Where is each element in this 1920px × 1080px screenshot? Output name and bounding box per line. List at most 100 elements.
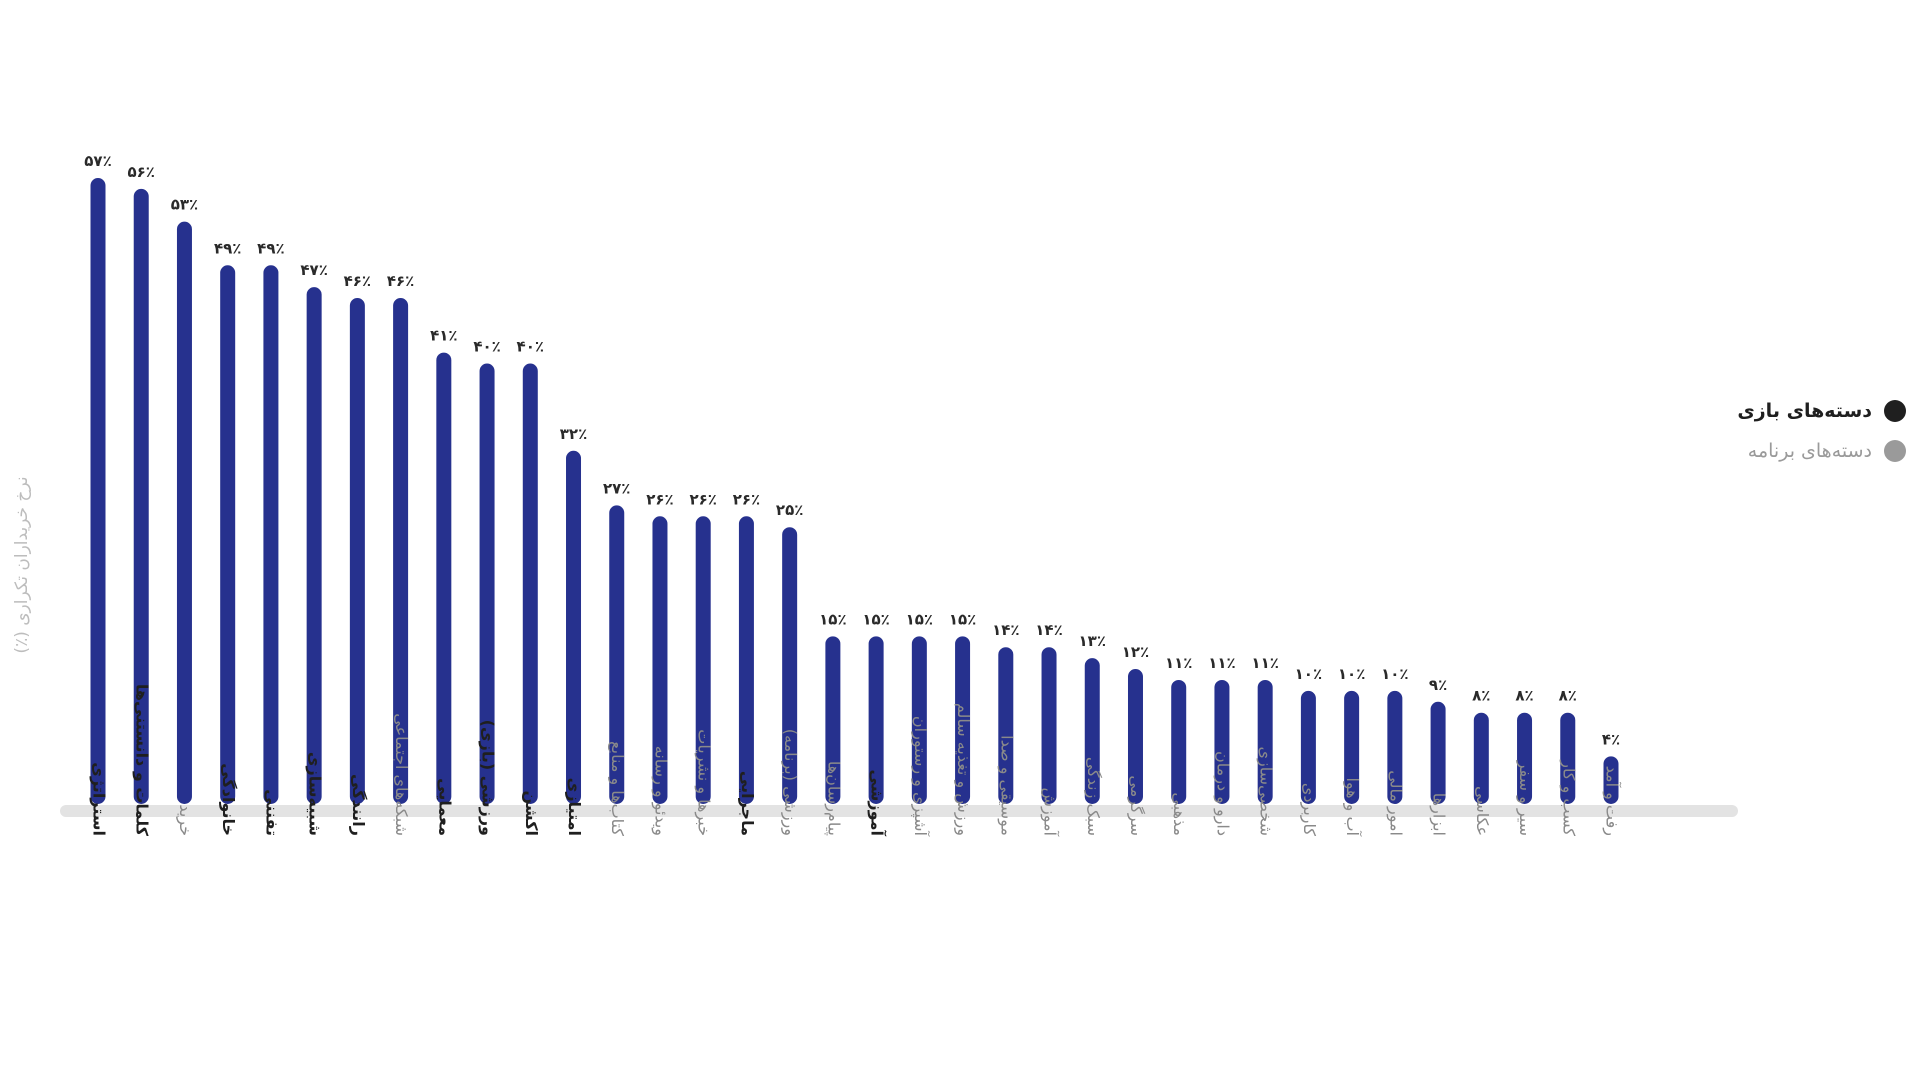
bar-21 bbox=[998, 647, 1014, 804]
category-label-1: کلمات و دانستنی‌ها bbox=[133, 684, 152, 837]
bar-14 bbox=[695, 516, 711, 804]
bar-13 bbox=[652, 516, 668, 804]
bar-33 bbox=[1517, 712, 1533, 804]
bar-value-label-16: ۲۵٪ bbox=[776, 501, 803, 519]
bar-value-label-28: ۱۰٪ bbox=[1295, 665, 1322, 683]
category-label-13: ویدئو و رسانه bbox=[650, 746, 670, 836]
legend: دسته‌های بازی دسته‌های برنامه bbox=[1737, 400, 1906, 480]
bar-value-label-11: ۳۲٪ bbox=[560, 425, 587, 443]
category-label-12: کتاب‌ها و منابع bbox=[607, 741, 627, 836]
bar-32 bbox=[1473, 712, 1489, 804]
legend-item-app: دسته‌های برنامه bbox=[1737, 440, 1906, 462]
category-label-10: اکشن bbox=[522, 791, 541, 836]
category-label-34: کسب و کار bbox=[1558, 759, 1578, 836]
bar-5 bbox=[306, 287, 322, 804]
category-label-6: رانندگی bbox=[349, 774, 368, 836]
category-label-32: عکاسی bbox=[1473, 786, 1492, 836]
bar-value-label-1: ۵۶٪ bbox=[127, 163, 154, 181]
bar-3 bbox=[220, 265, 236, 805]
bar-18 bbox=[868, 636, 884, 804]
bar-16 bbox=[782, 527, 798, 804]
bar-value-label-18: ۱۵٪ bbox=[862, 610, 889, 628]
bar-value-label-6: ۴۶٪ bbox=[344, 272, 371, 290]
bar-value-label-24: ۱۲٪ bbox=[1122, 643, 1149, 661]
category-label-8: معمایی bbox=[435, 778, 454, 836]
category-label-31: ابزارها bbox=[1429, 793, 1449, 836]
bar-10 bbox=[522, 363, 538, 804]
bar-19 bbox=[911, 636, 927, 804]
category-label-21: موسیقی و صدا bbox=[996, 735, 1016, 836]
legend-game-label: دسته‌های بازی bbox=[1737, 400, 1872, 422]
bar-value-label-8: ۴۱٪ bbox=[430, 327, 457, 345]
bar-9 bbox=[479, 363, 495, 804]
category-label-5: شبیه‌سازی bbox=[306, 752, 325, 836]
category-label-7: شبکه‌های اجتماعی bbox=[392, 713, 411, 836]
bar-25 bbox=[1171, 679, 1187, 804]
category-label-28: کاربردی bbox=[1299, 783, 1319, 837]
bar-value-label-22: ۱۴٪ bbox=[1035, 621, 1062, 639]
bar-value-label-25: ۱۱٪ bbox=[1165, 654, 1192, 672]
bar-26 bbox=[1214, 679, 1230, 804]
bar-value-label-7: ۴۶٪ bbox=[387, 272, 414, 290]
bar-value-label-4: ۴۹٪ bbox=[257, 239, 284, 257]
bar-8 bbox=[436, 352, 452, 804]
bar-31 bbox=[1430, 701, 1446, 804]
bar-15 bbox=[738, 516, 754, 804]
category-label-30: امور مالی bbox=[1385, 770, 1405, 836]
category-label-0: استراتژی bbox=[90, 762, 109, 836]
category-label-29: آب و هوا bbox=[1342, 777, 1362, 837]
bar-value-label-5: ۴۷٪ bbox=[300, 261, 327, 279]
category-label-2: خرید bbox=[175, 804, 195, 836]
bar-value-label-12: ۲۷٪ bbox=[603, 479, 630, 497]
bar-value-label-0: ۵۷٪ bbox=[84, 152, 111, 170]
bar-35 bbox=[1603, 756, 1619, 804]
category-label-16: ورزشی (برنامه) bbox=[780, 729, 800, 836]
bar-17 bbox=[825, 636, 841, 804]
bar-6 bbox=[349, 298, 365, 804]
bar-7 bbox=[393, 298, 409, 804]
bar-value-label-33: ۸٪ bbox=[1515, 687, 1533, 705]
bar-value-label-20: ۱۵٪ bbox=[949, 610, 976, 628]
category-label-3: خانوادگی bbox=[219, 763, 238, 836]
category-label-19: آشپزی و رستوران bbox=[910, 716, 930, 838]
bar-28 bbox=[1300, 690, 1316, 804]
bar-value-label-14: ۲۶٪ bbox=[689, 490, 716, 508]
bar-20 bbox=[955, 636, 971, 804]
bar-value-label-29: ۱۰٪ bbox=[1338, 665, 1365, 683]
bar-value-label-30: ۱۰٪ bbox=[1381, 665, 1408, 683]
bar-value-label-26: ۱۱٪ bbox=[1208, 654, 1235, 672]
bar-1 bbox=[133, 188, 149, 804]
x-axis-baseline bbox=[60, 805, 1738, 817]
category-label-15: ماجرایی bbox=[738, 771, 757, 836]
bar-2 bbox=[176, 221, 192, 805]
bar-27 bbox=[1257, 679, 1273, 804]
category-label-9: ورزشی (بازی) bbox=[479, 720, 498, 836]
legend-item-game: دسته‌های بازی bbox=[1737, 400, 1906, 422]
legend-app-label: دسته‌های برنامه bbox=[1747, 440, 1872, 462]
category-label-14: خبرها و نشریات bbox=[694, 729, 714, 836]
bar-30 bbox=[1387, 690, 1403, 804]
bar-24 bbox=[1127, 669, 1143, 804]
category-label-26: دارو و درمان bbox=[1212, 751, 1232, 836]
bar-value-label-3: ۴۹٪ bbox=[214, 239, 241, 257]
category-label-25: مذهبی bbox=[1170, 792, 1189, 836]
category-label-11: امتیازی bbox=[565, 778, 584, 836]
category-label-23: سبک زندگی bbox=[1083, 757, 1103, 836]
category-label-17: پیام‌رسان‌ها bbox=[823, 761, 843, 836]
legend-app-dot bbox=[1884, 440, 1906, 462]
bar-value-label-35: ۴٪ bbox=[1602, 730, 1620, 748]
bar-value-label-19: ۱۵٪ bbox=[906, 610, 933, 628]
bar-value-label-17: ۱۵٪ bbox=[819, 610, 846, 628]
category-label-22: آموزش bbox=[1040, 787, 1060, 837]
category-label-35: رفت و آمد bbox=[1602, 766, 1622, 836]
bar-value-label-32: ۸٪ bbox=[1472, 687, 1490, 705]
category-label-18: آموزشی bbox=[868, 769, 888, 836]
bar-23 bbox=[1084, 658, 1100, 804]
bar-12 bbox=[609, 505, 625, 804]
bar-value-label-34: ۸٪ bbox=[1559, 687, 1577, 705]
category-label-20: ورزش و تغذیه سالم bbox=[953, 703, 973, 836]
bar-value-label-15: ۲۶٪ bbox=[733, 490, 760, 508]
bar-value-label-13: ۲۶٪ bbox=[646, 490, 673, 508]
bar-value-label-21: ۱۴٪ bbox=[992, 621, 1019, 639]
